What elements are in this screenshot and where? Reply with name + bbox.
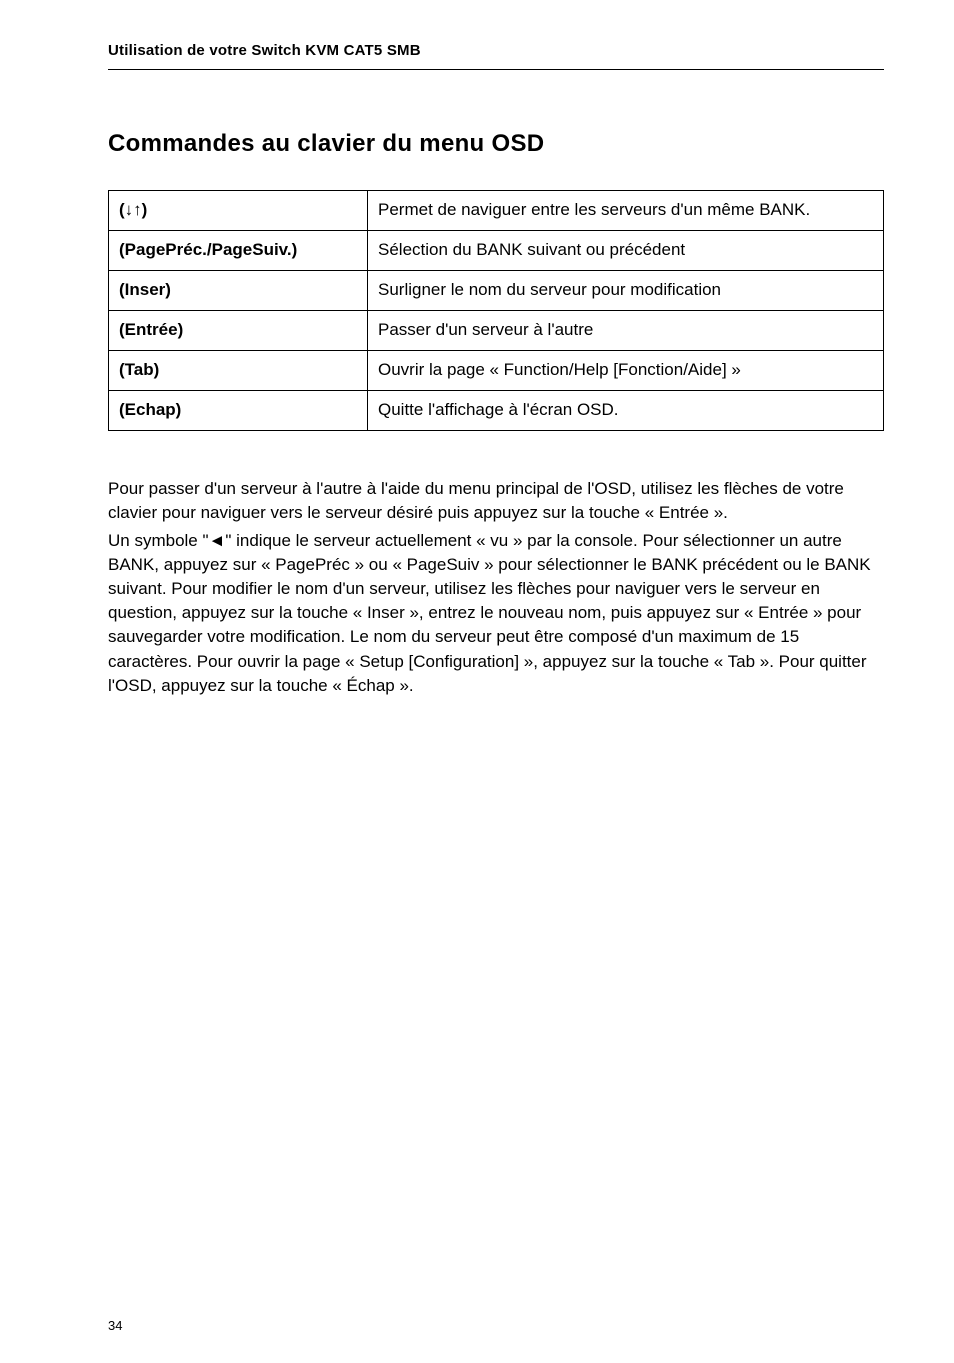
table-desc-cell: Sélection du BANK suivant ou précédent	[368, 230, 884, 270]
section-title: Commandes au clavier du menu OSD	[108, 130, 884, 158]
page: Utilisation de votre Switch KVM CAT5 SMB…	[0, 0, 954, 1363]
table-row: (PagePréc./PageSuiv.) Sélection du BANK …	[109, 230, 884, 270]
page-number: 34	[108, 1318, 122, 1333]
table-key-cell: (Entrée)	[109, 310, 368, 350]
table-desc-cell: Passer d'un serveur à l'autre	[368, 310, 884, 350]
table-row: (↓↑) Permet de naviguer entre les serveu…	[109, 191, 884, 231]
table-desc-cell: Quitte l'affichage à l'écran OSD.	[368, 390, 884, 430]
left-pointer-icon: ◄	[209, 531, 226, 550]
table-key-cell: (Inser)	[109, 270, 368, 310]
key-suffix: )	[142, 200, 148, 219]
running-header: Utilisation de votre Switch KVM CAT5 SMB	[108, 42, 884, 70]
paragraph-1: Pour passer d'un serveur à l'autre à l'a…	[108, 477, 884, 525]
table-desc-cell: Ouvrir la page « Function/Help [Fonction…	[368, 350, 884, 390]
p2-part-b: " indique le serveur actuellement « vu »…	[108, 531, 871, 695]
body-text: Pour passer d'un serveur à l'autre à l'a…	[108, 477, 884, 698]
table-key-cell: (↓↑)	[109, 191, 368, 231]
table-key-cell: (Tab)	[109, 350, 368, 390]
paragraph-2: Un symbole "◄" indique le serveur actuel…	[108, 529, 884, 698]
table-row: (Echap) Quitte l'affichage à l'écran OSD…	[109, 390, 884, 430]
table-desc-cell: Surligner le nom du serveur pour modific…	[368, 270, 884, 310]
table-key-cell: (PagePréc./PageSuiv.)	[109, 230, 368, 270]
table-row: (Inser) Surligner le nom du serveur pour…	[109, 270, 884, 310]
osd-commands-table: (↓↑) Permet de naviguer entre les serveu…	[108, 190, 884, 431]
p2-part-a: Un symbole "	[108, 531, 209, 550]
table-key-cell: (Echap)	[109, 390, 368, 430]
table-row: (Entrée) Passer d'un serveur à l'autre	[109, 310, 884, 350]
table-desc-cell: Permet de naviguer entre les serveurs d'…	[368, 191, 884, 231]
table-row: (Tab) Ouvrir la page « Function/Help [Fo…	[109, 350, 884, 390]
arrow-icons: ↓↑	[125, 200, 142, 219]
